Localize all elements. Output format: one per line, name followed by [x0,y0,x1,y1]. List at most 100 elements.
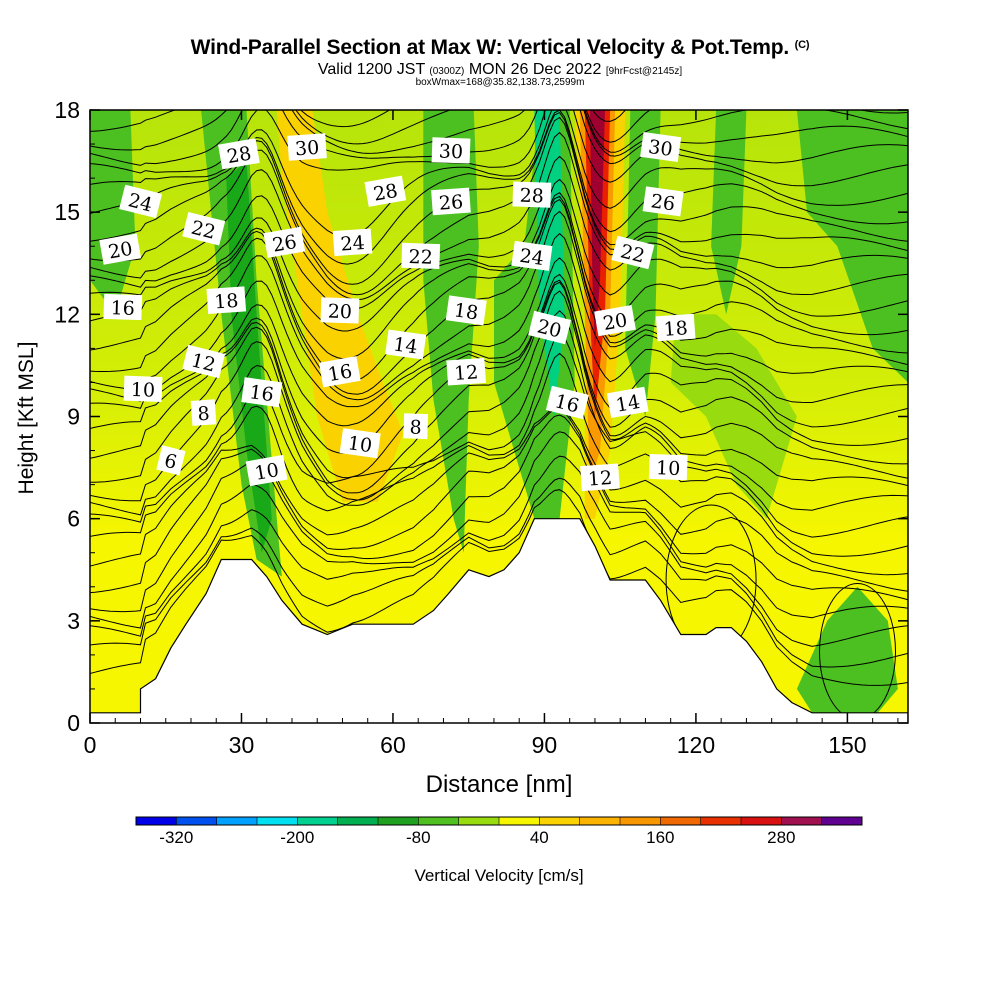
isentrope-line [90,178,908,332]
theta-label: 8 [403,413,429,440]
theta-label-text: 18 [453,299,480,324]
theta-label: 24 [332,228,373,257]
theta-label: 20 [594,304,636,337]
colorbar-swatch [176,817,217,825]
theta-label-box [648,453,688,481]
x-tick-label: 120 [677,732,715,758]
isentrope-line [90,477,908,668]
theta-label-box [241,377,283,408]
theta-label: 26 [642,186,684,217]
colorbar-swatch [700,817,742,825]
isentrope-line [90,431,908,629]
theta-label-box [103,293,143,321]
theta-label: 16 [318,356,361,388]
theta-label: 30 [640,131,682,163]
x-tick-label: 0 [84,732,97,758]
isentrope-line [592,110,627,122]
theta-label-box [431,137,471,164]
theta-label-box [190,399,217,426]
theta-label-box [431,187,471,216]
theta-label-text: 24 [518,245,545,270]
colorbar-label: Vertical Velocity [cm/s] [414,866,583,885]
colorbar-swatch [297,817,338,825]
theta-label-box [545,385,589,420]
theta-label: 18 [445,295,487,326]
theta-label-text: 24 [340,232,366,256]
colorbar-swatch [741,817,782,825]
colorbar-swatch [620,817,661,825]
theta-label-box [642,186,684,217]
colorbar-swatch [579,817,621,825]
theta-label: 26 [431,187,471,216]
theta-label-text: 28 [372,180,400,206]
colorbar: -320 -200 -80 40 160 280 [135,816,863,847]
isentrope-line [90,352,908,557]
theta-label: 28 [364,175,407,207]
theta-label-text: 10 [130,379,155,402]
theta-label: 30 [431,137,471,164]
theta-label-text: 8 [197,403,211,426]
theta-label: 28 [512,181,552,208]
theta-label-box [611,235,655,270]
theta-label-box [385,329,427,360]
theta-label-box [640,131,682,163]
colorbar-swatch [418,817,459,825]
theta-contours [90,0,908,720]
velocity-area-green [711,110,747,315]
axes: 0 30 60 90 120 150 0 3 6 9 12 15 18 [54,97,908,758]
theta-label-box [156,445,186,476]
colorbar-tick-label: 280 [767,828,795,847]
isentrope-line [90,155,908,310]
isentrope-line [90,110,908,265]
isentrope-line [90,192,908,360]
x-axis-label: Distance [nm] [426,771,573,798]
terrain-profile [90,518,908,723]
isentrope-line [90,111,908,285]
x-tick-label: 60 [380,732,406,758]
theta-label-text: 30 [647,136,674,161]
isentrope-line [90,110,908,166]
isentrope-line [90,290,908,502]
theta-label-text: 26 [649,190,676,215]
theta-label-box [339,428,381,459]
theta-label-text: 12 [587,467,613,491]
theta-label-box [318,356,361,388]
y-tick-label: 6 [67,506,80,532]
x-tick-label: 150 [828,732,866,758]
theta-label-text: 30 [294,137,320,161]
isentrope-line [90,0,908,93]
velocity-area-green [423,110,479,553]
theta-label-text: 12 [453,361,479,385]
x-tick-label: 90 [532,732,558,758]
isentrope-line [90,310,908,516]
theta-label-text: 26 [438,191,464,215]
theta-label-box [512,181,552,208]
theta-label-text: 28 [225,142,253,168]
theta-label-box [364,175,407,207]
theta-label-text: 18 [663,317,689,341]
isentrope-line [90,257,908,428]
theta-label-text: 26 [271,231,299,257]
isentrope-line [90,273,908,454]
theta-label-box [332,228,373,257]
theta-label: 30 [287,133,327,161]
colorbar-tick-label: -320 [159,828,193,847]
theta-label: 6 [156,445,186,476]
theta-label: 8 [190,399,217,426]
colorbar-swatch [216,817,258,825]
colorbar-tick-label: -80 [406,828,431,847]
isentrope-line [90,281,908,494]
theta-label-box [123,375,163,402]
theta-label: 24 [119,184,163,219]
theta-label-box [511,240,553,271]
theta-label: 10 [339,428,381,459]
theta-label-box [528,310,572,345]
chart-title: Wind-Parallel Section at Max W: Vertical… [190,36,810,59]
box-info: boxWmax=168@35.82,138.73,2599m [415,77,585,88]
theta-label-box [287,133,327,161]
theta-label-text: 10 [346,432,373,457]
isentrope-line [90,455,908,647]
isentrope-line [90,198,908,395]
colorbar-swatch [136,817,177,825]
